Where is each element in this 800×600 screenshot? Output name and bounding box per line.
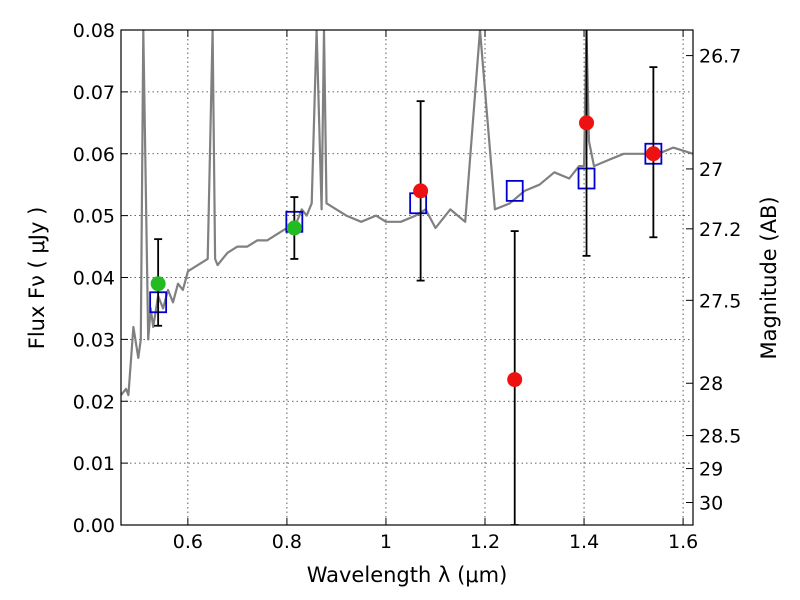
x-tick-label: 0.6 — [173, 531, 203, 553]
red-point — [645, 146, 661, 162]
green-point — [150, 276, 166, 292]
x-tick-label: 0.8 — [272, 531, 302, 553]
x-tick-label: 1.6 — [668, 531, 698, 553]
model-square — [505, 179, 524, 202]
y-tick-label: 0.01 — [73, 453, 115, 475]
y2-tick-label: 27.5 — [699, 290, 741, 312]
y-tick-label: 0.02 — [73, 391, 115, 413]
y-tick-label: 0.03 — [73, 329, 115, 351]
y-tick-label: 0.08 — [73, 20, 115, 42]
y2-tick-label: 30 — [699, 493, 723, 515]
green-point — [286, 220, 302, 236]
y2-tick-label: 27.2 — [699, 219, 741, 241]
y2-tick-label: 27 — [699, 159, 723, 181]
y2-tick-label: 26.7 — [699, 46, 741, 68]
spectrum-line — [121, 30, 693, 397]
y-axis-label: Flux Fν ( μJy ) — [25, 207, 49, 350]
y-tick-label: 0.06 — [73, 144, 115, 166]
y-tick-label: 0.00 — [73, 515, 115, 537]
red-point — [507, 372, 523, 388]
y2-tick-label: 28.5 — [699, 426, 741, 448]
y-tick-label: 0.04 — [73, 268, 115, 290]
x-tick-label: 1 — [380, 531, 392, 553]
y2-axis-label: Magnitude (AB) — [757, 196, 781, 359]
red-point — [413, 183, 429, 199]
x-tick-label: 1.2 — [470, 531, 500, 553]
data-layer — [121, 30, 693, 525]
x-tick-label: 1.4 — [569, 531, 599, 553]
y-tick-label: 0.07 — [73, 82, 115, 104]
ticks: 0.6 0.8 1 1.2 1.4 1.6 0.00 0.01 0.02 0.03 0.04 0.05… — [73, 20, 742, 553]
y2-tick-label: 28 — [699, 373, 723, 395]
y-tick-label: 0.05 — [73, 206, 115, 228]
y2-tick-label: 29 — [699, 459, 723, 481]
x-axis-label: Wavelength λ (μm) — [307, 563, 508, 587]
red-point — [579, 115, 595, 131]
